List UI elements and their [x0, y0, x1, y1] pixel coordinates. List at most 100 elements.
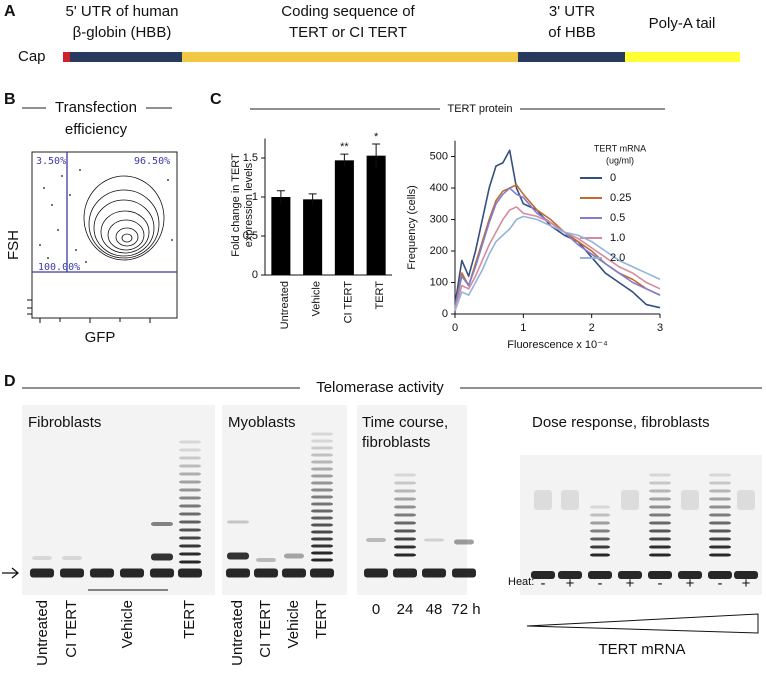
gel-band: [649, 473, 671, 477]
segment-label: Coding sequence of: [281, 3, 415, 20]
heat-label: Heat:: [508, 576, 534, 588]
gel-band: [62, 556, 82, 560]
gate-label: 100.00%: [38, 262, 80, 273]
gel-band: [150, 568, 174, 578]
legend-label: 0.5: [610, 212, 625, 224]
heat-sign: +: [686, 575, 695, 592]
bar: [334, 160, 354, 275]
lane-label: TERT: [181, 600, 198, 639]
segment-label: Poly-A tail: [649, 15, 716, 32]
lane-label: CI TERT: [63, 600, 80, 658]
y-axis-label: Fold change in TERT: [230, 153, 242, 257]
gel-band: [179, 560, 201, 564]
y-tick-label: 500: [430, 150, 448, 162]
y-tick-label: 0: [252, 269, 258, 281]
gel-band: [649, 537, 671, 541]
gel-band: [422, 568, 446, 578]
gel-band: [452, 568, 476, 578]
error-bar: [308, 193, 317, 205]
gel-band: [649, 497, 671, 501]
gel-band: [709, 553, 731, 557]
gel-band: [709, 537, 731, 541]
gel-band: [649, 521, 671, 525]
lane-label: 24: [397, 601, 414, 618]
gel-band: [394, 489, 416, 493]
lane-label: 48: [426, 601, 443, 618]
gel-band: [394, 545, 416, 549]
gel-band: [649, 529, 671, 533]
gel-band: [393, 568, 417, 578]
gel-band: [179, 448, 201, 452]
gel-band: [179, 504, 201, 508]
segment-label: β-globin (HBB): [73, 24, 172, 41]
significance: *: [374, 131, 379, 143]
gel: [22, 405, 215, 595]
series-line: [454, 206, 661, 310]
lane-label: CI TERT: [257, 600, 274, 658]
gel-band: [621, 490, 639, 510]
gel-band: [254, 568, 278, 578]
construct-bar: [63, 52, 740, 62]
heat-sign: -: [658, 575, 663, 592]
gel-band: [394, 473, 416, 477]
gel-band: [734, 571, 758, 579]
gel-band: [311, 509, 333, 513]
segment-label: TERT or CI TERT: [289, 24, 407, 41]
gel-band: [227, 520, 249, 524]
gel-band: [364, 568, 388, 578]
y-tick-label: 0.5: [243, 230, 258, 242]
x-tick-label: Vehicle: [311, 281, 323, 316]
gel-band: [708, 571, 732, 579]
cap-label: Cap: [18, 48, 46, 65]
arrow: [2, 567, 20, 579]
heat-sign: -: [541, 575, 546, 592]
gel-band: [590, 537, 610, 541]
gel-band: [311, 523, 333, 527]
gel-band: [649, 513, 671, 517]
heat-sign: -: [718, 575, 723, 592]
gel-band: [256, 558, 276, 562]
legend-title: (ug/ml): [606, 155, 634, 165]
y-axis-label: Frequency (cells): [406, 185, 418, 269]
gel-band: [678, 571, 702, 579]
gel-band: [590, 505, 610, 509]
gel-band: [558, 571, 582, 579]
y-tick-label: 200: [430, 245, 448, 257]
gel-band: [709, 521, 731, 525]
gel-title: Dose response, fibroblasts: [532, 414, 710, 431]
gel-band: [394, 513, 416, 517]
x-tick-label: CI TERT: [342, 281, 354, 324]
x-tick-label: 2: [589, 322, 595, 334]
gel-band: [366, 538, 386, 542]
error-bar: [340, 153, 349, 167]
gel-band: [120, 568, 144, 578]
panel-title: TERT protein: [447, 103, 512, 115]
gel-band: [179, 528, 201, 532]
panel-label: B: [4, 91, 16, 108]
legend-label: 2.0: [610, 252, 625, 264]
gel-band: [311, 516, 333, 520]
gel-band: [709, 545, 731, 549]
series-line: [454, 187, 661, 308]
gel-band: [737, 490, 755, 510]
gel-band: [311, 481, 333, 485]
segment-label: 3' UTR: [549, 3, 595, 20]
gel-band: [179, 488, 201, 492]
gel-band: [311, 537, 333, 541]
x-tick-label: 3: [657, 322, 663, 334]
error-bar: [276, 190, 285, 204]
gel-band: [709, 497, 731, 501]
gel-band: [394, 481, 416, 485]
gel-band: [179, 440, 201, 444]
gel-band: [310, 568, 334, 578]
gel-band: [709, 513, 731, 517]
gel-band: [179, 536, 201, 540]
panel-label: C: [210, 91, 222, 108]
gel-band: [534, 490, 552, 510]
gel-band: [394, 497, 416, 501]
gel-band: [709, 489, 731, 493]
gel-title: fibroblasts: [362, 434, 430, 451]
axis-label: FSH: [5, 230, 22, 260]
gel-band: [590, 553, 610, 557]
gel-band: [709, 529, 731, 533]
